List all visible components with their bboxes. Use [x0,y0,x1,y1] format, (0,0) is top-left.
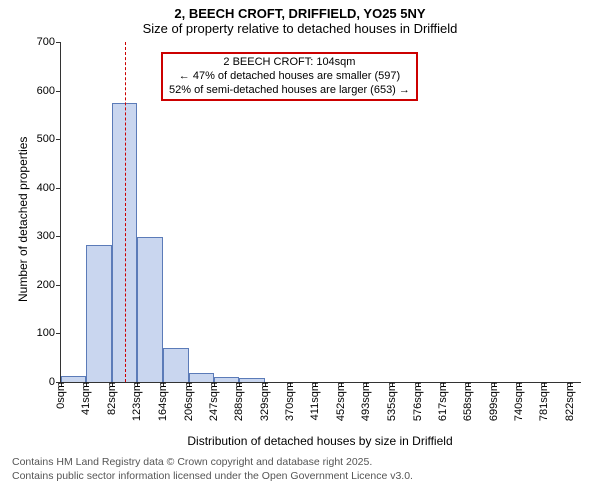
y-tick-mark [56,188,61,189]
histogram-bar [163,348,189,382]
reference-marker-line [125,42,126,382]
annotation-line: ← 47% of detached houses are smaller (59… [169,70,410,84]
x-tick-label: 329sqm [259,382,271,432]
y-tick-mark [56,139,61,140]
x-tick-label: 164sqm [157,382,169,432]
x-tick-label: 288sqm [233,382,245,432]
x-axis-label: Distribution of detached houses by size … [60,434,580,448]
footer-line1: Contains HM Land Registry data © Crown c… [12,456,413,470]
x-tick-label: 247sqm [208,382,220,432]
y-tick-mark [56,42,61,43]
x-tick-label: 370sqm [284,382,296,432]
x-tick-label: 206sqm [183,382,195,432]
x-tick-label: 41sqm [80,382,92,432]
annotation-callout: 2 BEECH CROFT: 104sqm← 47% of detached h… [161,52,418,101]
annotation-line: 52% of semi-detached houses are larger (… [169,84,410,98]
chart-container: 2, BEECH CROFT, DRIFFIELD, YO25 5NY Size… [0,0,600,500]
x-tick-label: 740sqm [513,382,525,432]
y-tick-mark [56,333,61,334]
chart-title-main: 2, BEECH CROFT, DRIFFIELD, YO25 5NY [0,0,600,21]
x-tick-label: 617sqm [437,382,449,432]
x-tick-label: 452sqm [335,382,347,432]
x-tick-label: 535sqm [386,382,398,432]
y-tick-mark [56,91,61,92]
plot-area: 2 BEECH CROFT: 104sqm← 47% of detached h… [60,42,581,383]
x-tick-label: 82sqm [106,382,118,432]
annotation-line: 2 BEECH CROFT: 104sqm [169,56,410,70]
y-axis-label: Number of detached properties [16,137,30,302]
histogram-bar [137,237,162,382]
attribution-footer: Contains HM Land Registry data © Crown c… [12,456,413,483]
x-tick-label: 0sqm [55,382,67,432]
x-tick-label: 658sqm [462,382,474,432]
x-tick-label: 699sqm [488,382,500,432]
y-tick-mark [56,285,61,286]
x-tick-label: 123sqm [131,382,143,432]
histogram-bar [86,245,111,382]
chart-title-sub: Size of property relative to detached ho… [0,21,600,40]
x-tick-label: 576sqm [412,382,424,432]
x-tick-label: 411sqm [309,382,321,432]
histogram-bar [189,373,214,382]
x-tick-label: 822sqm [564,382,576,432]
x-tick-label: 781sqm [538,382,550,432]
footer-line2: Contains public sector information licen… [12,470,413,484]
x-tick-label: 493sqm [360,382,372,432]
y-tick-mark [56,236,61,237]
